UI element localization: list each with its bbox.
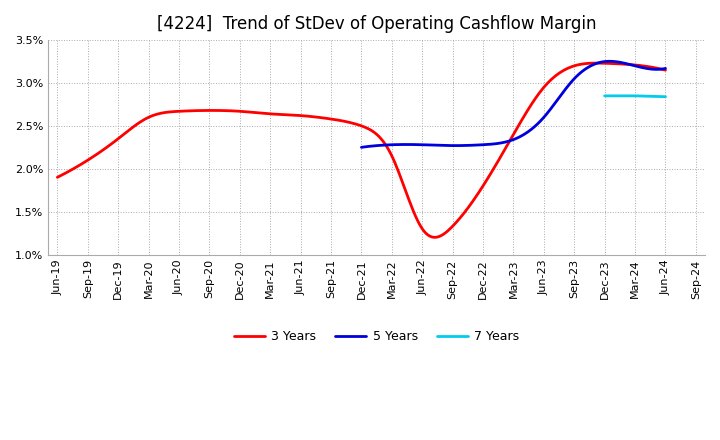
7 Years [600,93,609,99]
5 Years [543,110,552,116]
3 Years [661,67,670,73]
3 Years [53,175,62,180]
3 Years [415,221,423,227]
3 Years [431,235,440,240]
5 Years [606,59,614,64]
7 Years [631,93,639,99]
Title: [4224]  Trend of StDev of Operating Cashflow Margin: [4224] Trend of StDev of Operating Cashf… [157,15,596,33]
Line: 3 Years: 3 Years [58,63,665,237]
5 Years [537,117,546,123]
3 Years [426,233,434,238]
Legend: 3 Years, 5 Years, 7 Years: 3 Years, 5 Years, 7 Years [229,325,524,348]
5 Years [634,64,642,69]
3 Years [592,60,600,66]
3 Years [55,174,63,179]
5 Years [357,145,366,150]
Line: 7 Years: 7 Years [605,96,665,97]
3 Years [413,217,422,223]
3 Years [608,61,617,66]
7 Years [661,94,670,99]
5 Years [538,116,546,121]
5 Years [614,59,623,65]
3 Years [567,64,576,69]
Line: 5 Years: 5 Years [361,61,665,147]
5 Years [661,66,670,71]
5 Years [358,144,366,150]
